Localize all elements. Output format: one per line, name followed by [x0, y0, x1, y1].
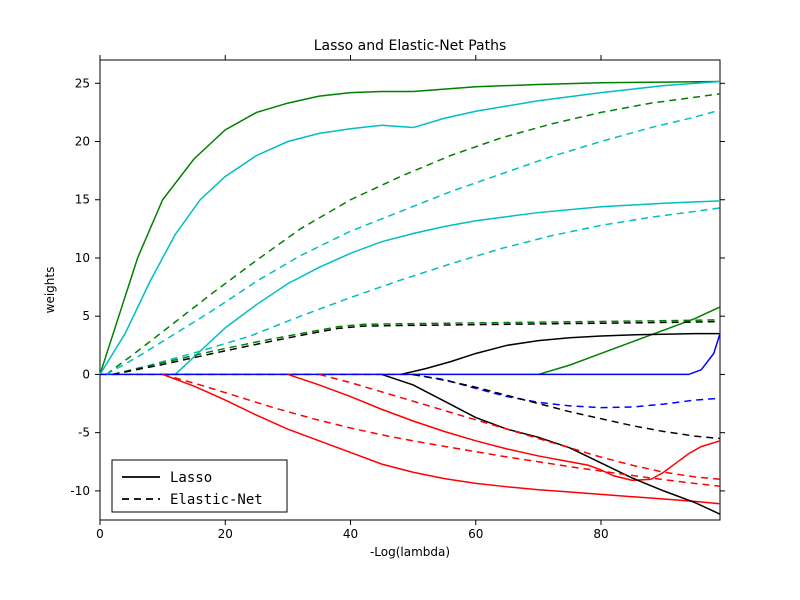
y-tick-label: -10 — [70, 484, 90, 498]
x-tick-label: 0 — [96, 527, 104, 541]
x-tick-label: 80 — [593, 527, 608, 541]
x-axis-label: -Log(lambda) — [370, 545, 450, 559]
legend-label: Elastic-Net — [170, 492, 263, 508]
x-tick-label: 60 — [468, 527, 483, 541]
y-tick-label: 10 — [75, 251, 90, 265]
y-tick-label: 5 — [82, 309, 90, 323]
chart-title: Lasso and Elastic-Net Paths — [314, 38, 507, 54]
legend-label: Lasso — [170, 470, 212, 486]
y-tick-label: 20 — [75, 135, 90, 149]
y-axis-label: weights — [43, 267, 57, 314]
x-tick-label: 40 — [343, 527, 358, 541]
y-tick-label: -5 — [78, 426, 90, 440]
legend: Lasso Elastic-Net — [112, 460, 287, 512]
x-tick-label: 20 — [218, 527, 233, 541]
y-tick-label: 25 — [75, 76, 90, 90]
lasso-elasticnet-chart: Lasso and Elastic-Net Paths 0 20 40 60 80 -1… — [0, 0, 800, 600]
y-tick-label: 0 — [82, 367, 90, 381]
y-tick-label: 15 — [75, 193, 90, 207]
